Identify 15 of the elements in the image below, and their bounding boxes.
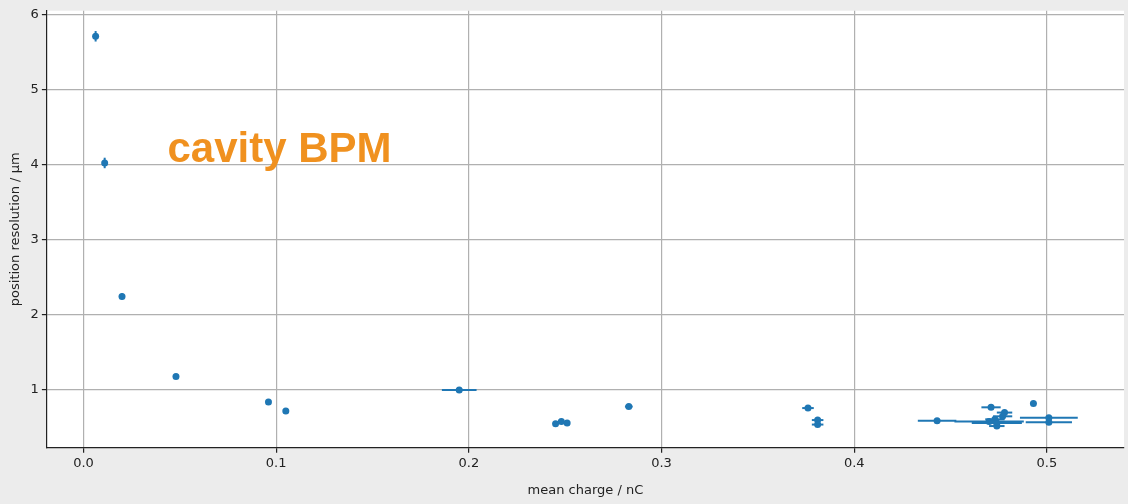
x-tick-label: 0.5 bbox=[1036, 454, 1058, 470]
x-tick-label: 0.0 bbox=[73, 454, 94, 470]
y-tick-label: 2 bbox=[30, 305, 39, 321]
y-tick-label: 4 bbox=[30, 155, 39, 171]
y-tick-label: 6 bbox=[30, 5, 39, 21]
x-tick-label: 0.1 bbox=[265, 454, 287, 470]
y-tick-label: 5 bbox=[30, 80, 39, 96]
annotation: cavity BPM bbox=[167, 124, 392, 172]
x-tick-label: 0.2 bbox=[458, 454, 480, 470]
y-axis-title: position resolution / µm bbox=[7, 152, 23, 307]
x-tick-label: 0.3 bbox=[651, 454, 672, 470]
x-tick-label: 0.4 bbox=[843, 454, 865, 470]
y-tick-label: 3 bbox=[30, 230, 39, 246]
x-axis-title: mean charge / nC bbox=[527, 481, 644, 497]
y-tick-label: 1 bbox=[30, 380, 39, 396]
